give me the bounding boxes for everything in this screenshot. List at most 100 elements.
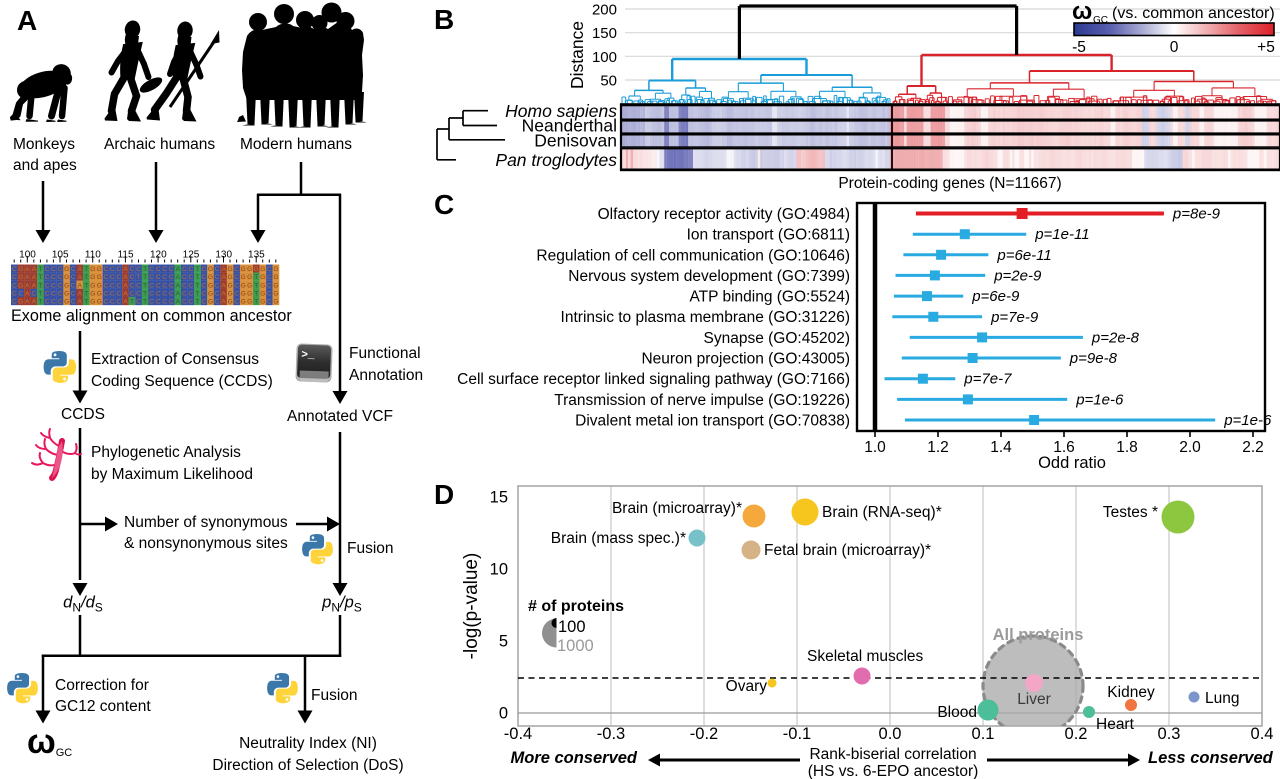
svg-text:C: C [71,299,76,306]
svg-text:C: C [71,266,76,273]
svg-text:0.1: 0.1 [972,725,995,743]
svg-text:(HS vs. 6-EPO ancestor): (HS vs. 6-EPO ancestor) [808,763,979,779]
svg-text:B: B [434,4,454,35]
svg-text:C: C [169,282,174,289]
svg-text:C: C [215,299,220,306]
svg-text:0: 0 [1170,39,1179,56]
svg-text:0.3: 0.3 [1158,725,1181,743]
svg-text:2.2: 2.2 [1242,439,1264,456]
svg-text:-0.3: -0.3 [597,725,625,743]
svg-text:+5: +5 [1257,39,1275,56]
svg-text:C: C [130,290,135,297]
svg-text:C: C [267,274,272,281]
svg-text:Regulation of cell communicati: Regulation of cell communication (GO:106… [536,247,850,264]
svg-text:C: C [45,266,50,273]
svg-text:G: G [241,299,246,306]
svg-text:G: G [18,299,23,306]
svg-text:Distance: Distance [567,21,587,89]
svg-text:130: 130 [215,250,232,261]
svg-text:A: A [25,274,30,281]
svg-text:C: C [71,282,76,289]
svg-text:p=1e-11: p=1e-11 [1034,226,1089,243]
svg-text:T: T [254,299,258,306]
svg-text:G: G [90,266,95,273]
svg-text:0.0: 0.0 [879,725,902,743]
svg-text:C: C [136,299,141,306]
svg-text:A: A [176,266,181,273]
svg-text:C: C [130,266,135,273]
svg-text:C: C [12,290,17,297]
svg-text:C: C [162,299,167,306]
svg-text:G: G [260,282,265,289]
svg-text:C: C [117,266,122,273]
svg-text:A: A [17,5,37,36]
svg-text:A: A [123,290,128,297]
svg-text:T: T [38,290,42,297]
svg-text:p=2e-8: p=2e-8 [1091,329,1140,346]
svg-text:Heart: Heart [1096,716,1135,733]
svg-text:Nervous system development (GO: Nervous system development (GO:7399) [568,268,850,285]
svg-text:A: A [25,290,30,297]
svg-text:C: C [45,274,50,281]
svg-text:C: C [202,282,207,289]
svg-text:105: 105 [52,250,69,261]
svg-text:G: G [90,290,95,297]
svg-text:p=6e-11: p=6e-11 [996,247,1051,264]
svg-text:C: C [202,290,207,297]
svg-text:T: T [195,299,199,306]
svg-text:125: 125 [183,250,200,261]
svg-text:Annotation: Annotation [349,367,423,384]
svg-text:C: C [434,189,454,220]
svg-text:ωGC: ωGC [27,723,72,761]
svg-text:G: G [64,274,69,281]
svg-text:-0.4: -0.4 [504,725,532,743]
svg-text:G: G [228,299,233,306]
svg-text:G: G [260,299,265,306]
svg-text:C: C [202,274,207,281]
svg-text:0.4: 0.4 [1251,725,1274,743]
svg-text:C: C [162,266,167,273]
svg-text:A: A [32,282,37,289]
svg-text:150: 150 [592,25,617,42]
svg-text:G: G [64,299,69,306]
svg-text:C: C [267,282,272,289]
svg-text:A: A [176,274,181,281]
svg-text:and apes: and apes [13,157,77,174]
svg-text:C: C [103,274,108,281]
svg-text:C: C [162,282,167,289]
svg-text:C: C [117,282,122,289]
svg-text:G: G [228,282,233,289]
svg-text:G: G [90,299,95,306]
svg-text:100: 100 [592,49,617,66]
svg-text:Ovary: Ovary [726,678,768,695]
svg-text:G: G [241,282,246,289]
svg-text:Cell surface receptor linked s: Cell surface receptor linked signaling p… [457,371,850,388]
svg-text:G: G [208,290,213,297]
svg-text:(vs. common ancestor): (vs. common ancestor) [1112,5,1275,22]
svg-text:G: G [247,290,252,297]
svg-text:G: G [273,282,278,289]
svg-text:Pan troglodytes: Pan troglodytes [495,150,617,170]
svg-text:A: A [123,266,128,273]
svg-text:G: G [260,266,265,273]
svg-text:A: A [25,299,30,306]
svg-text:-0.2: -0.2 [690,725,718,743]
svg-text:T: T [84,266,88,273]
svg-text:G: G [273,290,278,297]
svg-text:& nonsynonymous sites: & nonsynonymous sites [124,535,288,552]
svg-text:Testes *: Testes * [1103,504,1158,521]
svg-text:Skeletal muscles: Skeletal muscles [807,648,924,665]
svg-text:C: C [71,290,76,297]
svg-text:C: C [215,266,220,273]
svg-text:G: G [228,266,233,273]
svg-text:2.0: 2.0 [1179,439,1201,456]
svg-text:100: 100 [19,250,36,261]
svg-text:ATP binding (GO:5524): ATP binding (GO:5524) [689,289,850,306]
svg-text:Neutrality Index (NI): Neutrality Index (NI) [239,735,377,752]
svg-text:A: A [78,266,83,273]
svg-text:Olfactory receptor activity (G: Olfactory receptor activity (GO:4984) [598,206,850,223]
svg-text:G: G [228,274,233,281]
svg-text:Brain (RNA-seq)*: Brain (RNA-seq)* [822,504,942,521]
svg-text:pN/pS: pN/pS [321,594,362,615]
svg-text:C: C [156,266,161,273]
